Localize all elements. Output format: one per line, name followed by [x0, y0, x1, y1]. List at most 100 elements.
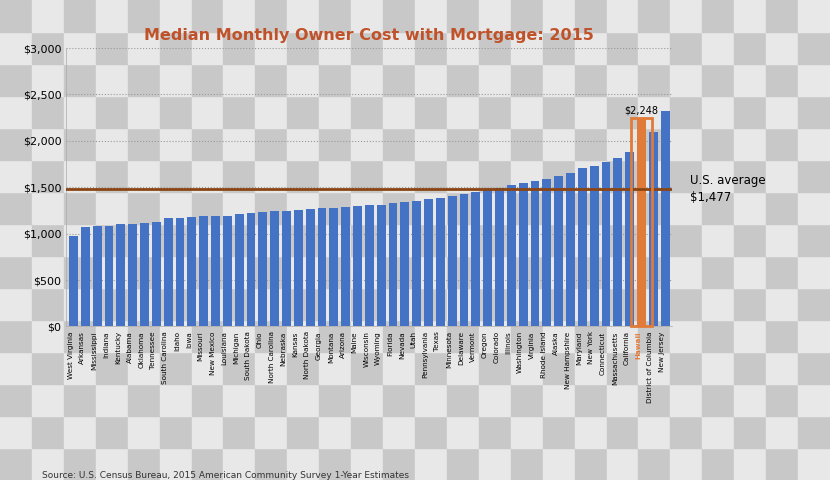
- Bar: [320, 192, 351, 224]
- Bar: [702, 192, 735, 224]
- Bar: [479, 288, 510, 320]
- Bar: [479, 224, 510, 256]
- Bar: [510, 352, 543, 384]
- Bar: [159, 96, 192, 128]
- Bar: [510, 64, 543, 96]
- Bar: [447, 32, 479, 64]
- Bar: [671, 224, 702, 256]
- Bar: [351, 160, 383, 192]
- Bar: [320, 224, 351, 256]
- Bar: [223, 288, 256, 320]
- Bar: [95, 288, 128, 320]
- Bar: [735, 0, 766, 32]
- Bar: [64, 192, 95, 224]
- Bar: [223, 192, 256, 224]
- Bar: [256, 224, 287, 256]
- Bar: [735, 160, 766, 192]
- Bar: [574, 224, 607, 256]
- Bar: [607, 96, 638, 128]
- Bar: [320, 96, 351, 128]
- Bar: [32, 160, 64, 192]
- Bar: [479, 32, 510, 64]
- Bar: [543, 128, 574, 160]
- Bar: [0, 384, 32, 416]
- Bar: [383, 128, 415, 160]
- Bar: [447, 320, 479, 352]
- Bar: [116, 224, 125, 326]
- Bar: [638, 352, 671, 384]
- Bar: [256, 96, 287, 128]
- Bar: [574, 0, 607, 32]
- Bar: [95, 384, 128, 416]
- Bar: [638, 256, 671, 288]
- Bar: [192, 448, 223, 480]
- Bar: [671, 160, 702, 192]
- Bar: [574, 160, 607, 192]
- Bar: [479, 416, 510, 448]
- Bar: [256, 416, 287, 448]
- Bar: [95, 256, 128, 288]
- Bar: [128, 192, 159, 224]
- Bar: [383, 448, 415, 480]
- Bar: [607, 128, 638, 160]
- Bar: [638, 0, 671, 32]
- Bar: [320, 0, 351, 32]
- Bar: [287, 384, 320, 416]
- Bar: [294, 210, 303, 326]
- Bar: [128, 224, 159, 256]
- Bar: [192, 384, 223, 416]
- Bar: [447, 256, 479, 288]
- Bar: [64, 448, 95, 480]
- Bar: [735, 416, 766, 448]
- Bar: [320, 384, 351, 416]
- Bar: [192, 256, 223, 288]
- Bar: [0, 32, 32, 64]
- Bar: [192, 32, 223, 64]
- Bar: [798, 320, 830, 352]
- Bar: [0, 256, 32, 288]
- Bar: [798, 32, 830, 64]
- Bar: [0, 416, 32, 448]
- Bar: [735, 224, 766, 256]
- Bar: [351, 384, 383, 416]
- Bar: [192, 416, 223, 448]
- Bar: [95, 192, 128, 224]
- Bar: [320, 64, 351, 96]
- Bar: [32, 128, 64, 160]
- Bar: [128, 128, 159, 160]
- Bar: [159, 160, 192, 192]
- Bar: [735, 448, 766, 480]
- Bar: [128, 64, 159, 96]
- Bar: [128, 96, 159, 128]
- Title: Median Monthly Owner Cost with Mortgage: 2015: Median Monthly Owner Cost with Mortgage:…: [144, 28, 594, 43]
- Bar: [330, 208, 339, 326]
- Bar: [383, 288, 415, 320]
- Bar: [64, 256, 95, 288]
- Bar: [351, 0, 383, 32]
- Bar: [95, 320, 128, 352]
- Bar: [247, 213, 256, 326]
- Bar: [353, 206, 362, 326]
- Bar: [413, 201, 421, 326]
- Bar: [543, 320, 574, 352]
- Bar: [256, 256, 287, 288]
- Bar: [64, 288, 95, 320]
- Bar: [766, 192, 798, 224]
- Bar: [383, 64, 415, 96]
- Bar: [735, 32, 766, 64]
- Bar: [223, 160, 256, 192]
- Bar: [638, 192, 671, 224]
- Bar: [64, 384, 95, 416]
- Bar: [128, 384, 159, 416]
- Bar: [223, 320, 256, 352]
- Bar: [607, 32, 638, 64]
- Bar: [64, 352, 95, 384]
- Bar: [223, 32, 256, 64]
- Bar: [735, 64, 766, 96]
- Bar: [510, 32, 543, 64]
- Bar: [32, 448, 64, 480]
- Bar: [0, 224, 32, 256]
- Bar: [388, 203, 398, 326]
- Bar: [671, 192, 702, 224]
- Bar: [671, 128, 702, 160]
